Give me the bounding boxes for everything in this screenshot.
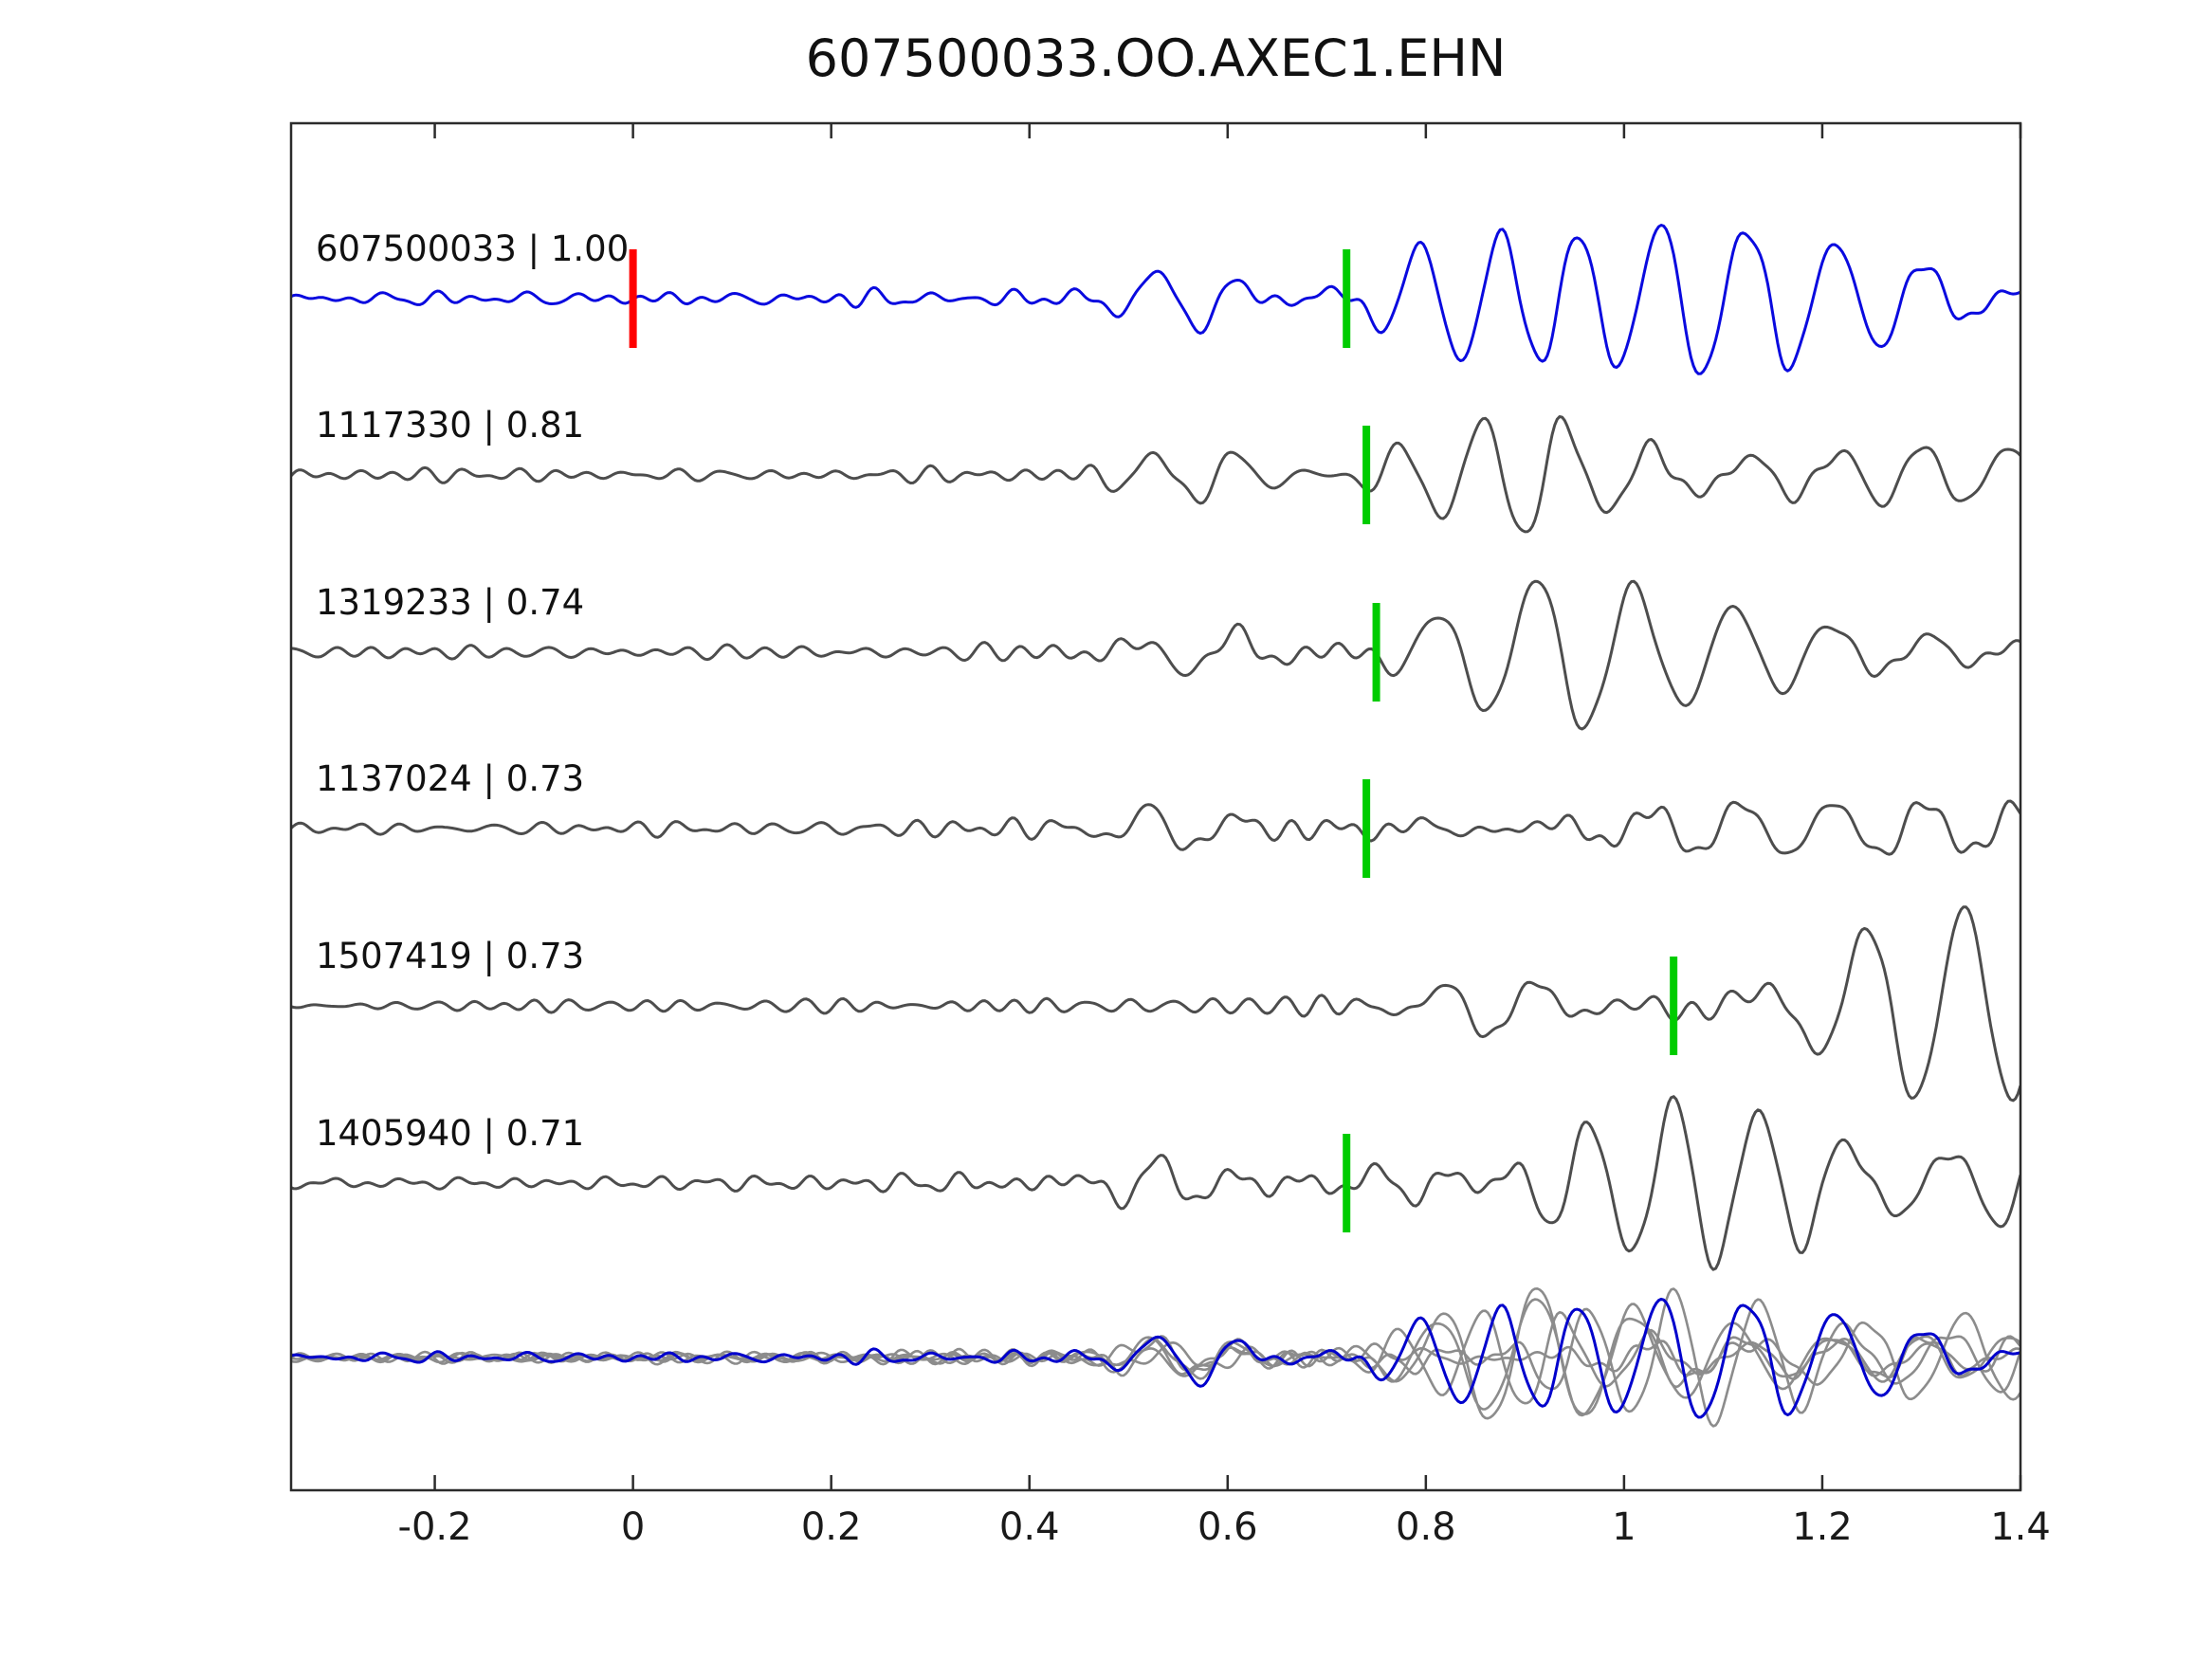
trace-label: 1405940 | 0.71 bbox=[316, 1113, 584, 1154]
x-tick-label: 0.2 bbox=[801, 1505, 862, 1549]
chart-title: 607500033.OO.AXEC1.EHN bbox=[805, 28, 1507, 88]
x-tick-label: 0.4 bbox=[999, 1505, 1060, 1549]
x-tick-label: 1.4 bbox=[1990, 1505, 2051, 1549]
x-tick-label: -0.2 bbox=[398, 1505, 472, 1549]
waveform-trace bbox=[291, 579, 2020, 731]
waveform-trace bbox=[291, 224, 2020, 375]
x-tick-label: 1 bbox=[1612, 1505, 1636, 1549]
overlay-trace-gray bbox=[291, 1287, 2020, 1428]
axes-box bbox=[289, 121, 2022, 1492]
trace-label: 1507419 | 0.73 bbox=[316, 936, 584, 976]
trace-label: 607500033 | 1.00 bbox=[316, 228, 629, 269]
x-tick-label: 0.8 bbox=[1396, 1505, 1456, 1549]
waveform-trace bbox=[291, 415, 2020, 534]
x-tick-label: 0.6 bbox=[1197, 1505, 1258, 1549]
waveform-trace bbox=[291, 905, 2020, 1103]
x-tick-label: 1.2 bbox=[1792, 1505, 1853, 1549]
trace-label: 1319233 | 0.74 bbox=[316, 582, 584, 623]
trace-label: 1137024 | 0.73 bbox=[316, 758, 584, 799]
trace-label: 1117330 | 0.81 bbox=[316, 405, 584, 446]
x-tick-label: 0 bbox=[621, 1505, 645, 1549]
waveform-trace bbox=[291, 1095, 2020, 1271]
overlay-trace-reference bbox=[291, 1297, 2020, 1419]
waveform-trace bbox=[291, 799, 2020, 856]
